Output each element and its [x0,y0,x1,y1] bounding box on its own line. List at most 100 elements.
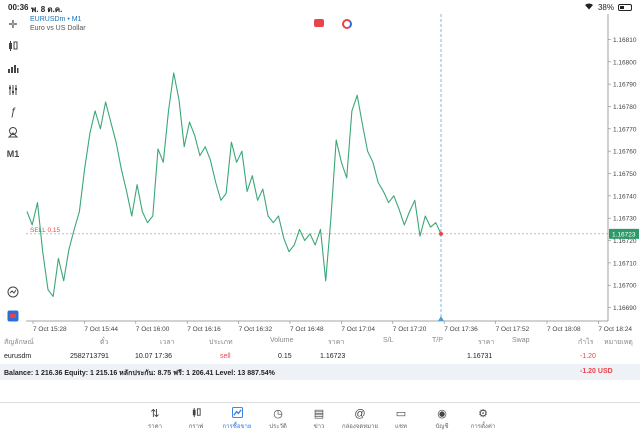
nav-account[interactable]: ◉ บัญชี [422,407,462,431]
zoom-icon[interactable] [5,284,21,300]
nav-trade-label: การซื้อขาย [222,424,252,430]
row-time: 10.07 17:36 [135,353,172,360]
col-volume: Volume [270,337,294,344]
timeframe-button[interactable]: M1 [6,149,20,159]
news-icon: ▤ [313,408,325,420]
x-tick-label: 7 Oct 17:52 [496,326,530,333]
x-tick-label: 7 Oct 16:32 [239,326,273,333]
nav-history[interactable]: ◷ ประวัติ [258,407,298,431]
table-row[interactable]: eurusdm 2582713791 10.07 17:36 sell 0.15… [0,349,640,363]
y-tick-label: 1.16800 [613,59,637,66]
bottom-navigation: ⇅ ราคา กราฟ การซื้อขาย ◷ ประวัติ ▤ ข่าว … [0,402,640,447]
chart-symbol: EURUSDm • M1 [30,16,82,23]
account-icon: ◉ [437,408,447,420]
y-tick-label: 1.16730 [613,216,637,223]
col-comment: หมายเหตุ [604,339,633,346]
row-current-price: 1.16731 [467,353,493,360]
row-profit: -1.20 [580,353,596,360]
row-price: 1.16723 [320,353,346,360]
nav-quotes-label: ราคา [148,424,162,430]
nav-trade[interactable]: การซื้อขาย [217,407,257,431]
quotes-icon: ⇅ [150,408,160,420]
col-sl: S/L [383,337,394,344]
total-profit: -1.20 USD [580,368,613,375]
crosshair-icon[interactable]: ✛ [8,18,18,31]
nav-account-label: บัญชี [435,424,449,430]
balance-text: Balance: 1 216.36 Equity: 1 215.16 หลักป… [4,370,275,377]
status-bar: 00:36 พ. 8 ต.ค. 38% [0,0,640,14]
settings-icon: ⚙ [478,408,488,420]
col-ticket: ตั๋ว [100,339,109,346]
chat-icon: ▭ [395,408,407,420]
col-price: ราคา [328,339,345,346]
y-tick-label: 1.16790 [613,82,637,89]
x-tick-label: 7 Oct 16:00 [136,326,170,333]
battery-percent: 38% [597,2,614,12]
sell-level-label: SELL 0.15 [30,227,61,234]
function-icon[interactable]: ƒ [9,106,17,118]
balance-bar: Balance: 1 216.36 Equity: 1 215.16 หลักป… [0,364,640,380]
x-tick-label: 7 Oct 17:04 [341,326,375,333]
mailbox-icon: @ [354,408,366,420]
trade-panel-icon[interactable] [5,308,21,324]
y-tick-label: 1.16760 [613,149,637,156]
battery-icon [618,3,632,11]
y-tick-label: 1.16720 [613,238,637,245]
chart-description: Euro vs US Dollar [30,25,86,32]
one-click-trading-icon[interactable] [314,19,324,27]
nav-chat[interactable]: ▭ แชท [381,407,421,431]
history-icon: ◷ [273,408,283,420]
nav-chart-label: กราฟ [188,424,204,430]
nav-settings[interactable]: ⚙ การตั้งค่า [463,407,503,431]
y-tick-label: 1.16780 [613,104,637,111]
nav-mailbox[interactable]: @ กล่องจดหมาย [340,407,380,431]
nav-quotes[interactable]: ⇅ ราคา [135,407,175,431]
x-tick-label: 7 Oct 17:36 [444,326,478,333]
y-tick-label: 1.16770 [613,126,637,133]
col-symbol: สัญลักษณ์ [4,339,34,346]
nav-history-label: ประวัติ [269,424,287,430]
date: พ. 8 ต.ค. [31,5,63,14]
y-tick-label: 1.16810 [613,37,637,44]
indicators-icon[interactable] [5,82,21,98]
y-tick-label: 1.16710 [613,260,637,267]
row-symbol: eurusdm [4,353,32,360]
col-profit: กำไร [578,339,594,346]
nav-chart[interactable]: กราฟ [176,407,216,431]
chart-icon [176,407,216,421]
row-ticket: 2582713791 [70,353,109,360]
signal-icon[interactable] [342,19,352,29]
candlestick-icon[interactable] [5,38,21,54]
x-tick-label: 7 Oct 16:16 [187,326,221,333]
row-type: sell [220,353,231,360]
col-tp: T/P [432,337,443,344]
x-tick-label: 7 Oct 16:48 [290,326,324,333]
nav-news-label: ข่าว [313,424,325,430]
trade-icon [217,407,257,421]
objects-icon[interactable] [5,124,21,140]
chart-toolbar: ✛ ƒ M1 [0,14,26,334]
price-line [26,72,442,297]
col-time: เวลา [160,339,175,346]
chart-area[interactable]: 1.16690 1.16700 1.16710 1.16720 1.16730 1.167… [0,0,640,336]
nav-settings-label: การตั้งค่า [470,424,496,430]
y-tick-label: 1.16700 [613,283,637,290]
current-price-tag [609,228,639,239]
clock: 00:36 [8,3,29,12]
nav-mailbox-label: กล่องจดหมาย [341,424,379,430]
nav-news[interactable]: ▤ ข่าว [299,407,339,431]
x-tick-label: 7 Oct 17:20 [393,326,427,333]
x-tick-label: 7 Oct 18:24 [598,326,632,333]
x-tick-label: 7 Oct 18:08 [547,326,581,333]
bars-icon[interactable] [5,60,21,76]
chart-header: EURUSDm • M1 Euro vs US Dollar [30,15,86,33]
wifi-icon [584,2,594,12]
price-chart[interactable]: 1.16690 1.16700 1.16710 1.16720 1.16730 1.167… [0,0,640,336]
current-price-dot [439,231,443,236]
col-swap: Swap [512,337,530,344]
x-tick-label: 7 Oct 15:28 [33,326,67,333]
time-marker [438,316,444,321]
y-tick-label: 1.16740 [613,193,637,200]
current-price-label: 1.16723 [612,231,636,238]
col-type: ประเภท [209,339,233,346]
